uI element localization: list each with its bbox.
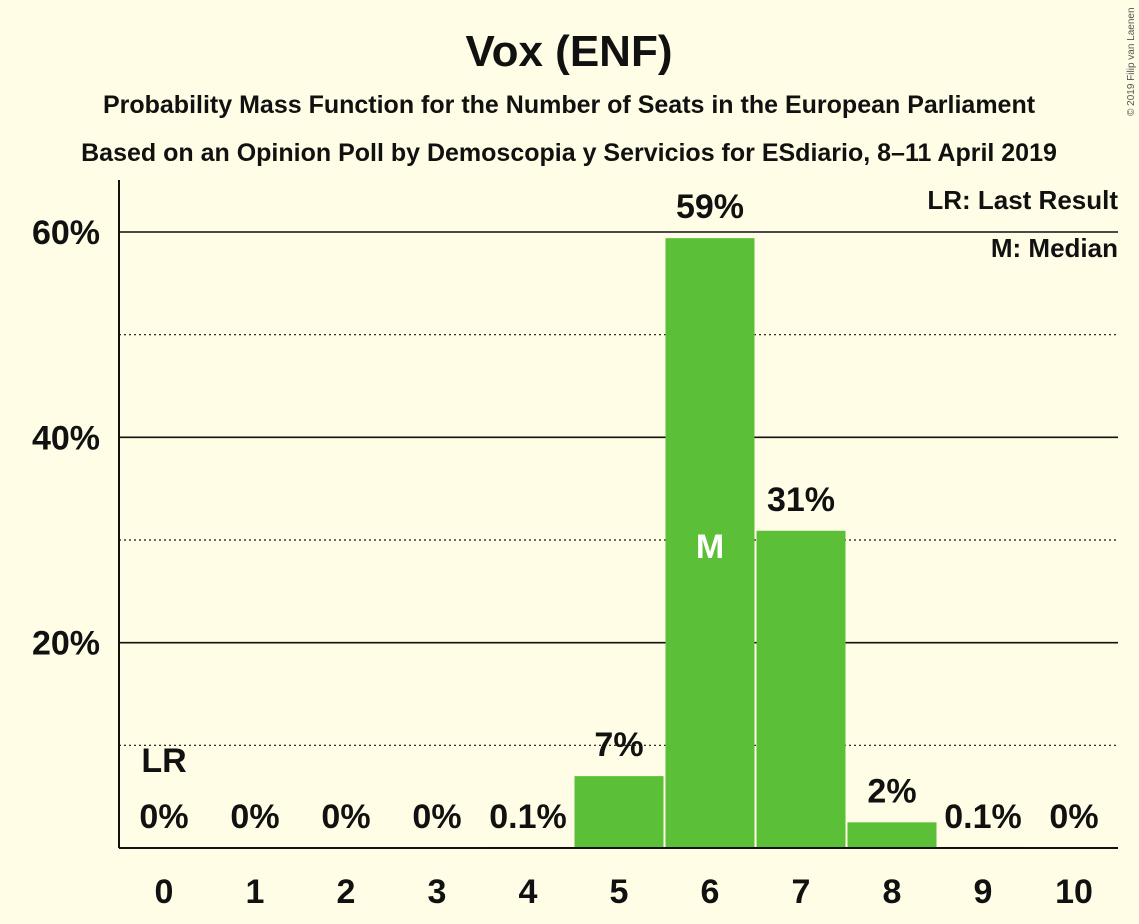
chart-title: Vox (ENF) [466,27,673,76]
data-label-4: 0.1% [489,798,567,836]
last-result-marker: LR [141,742,186,780]
bar-6 [665,238,755,848]
data-label-9: 0.1% [944,798,1022,836]
bar-7 [756,530,846,848]
chart-subtitle-1: Probability Mass Function for the Number… [103,91,1036,119]
x-tick-label: 10 [1055,873,1093,911]
x-tick-label: 4 [519,873,538,911]
data-label-0: 0% [139,798,188,836]
legend-last-result: LR: Last Result [927,185,1118,215]
data-label-5: 7% [594,726,643,764]
axes: 20% 40% 60% 0 1 2 3 4 5 6 7 8 9 10 [32,180,1118,911]
data-label-2: 0% [321,798,370,836]
data-label-8: 2% [867,772,916,810]
data-label-1: 0% [230,798,279,836]
copyright-text: © 2019 Filip van Laenen [1126,7,1137,116]
y-tick-label: 60% [32,214,100,252]
chart-subtitle-2: Based on an Opinion Poll by Demoscopia y… [81,139,1057,167]
x-tick-label: 2 [337,873,356,911]
data-label-10: 0% [1049,798,1098,836]
x-tick-label: 0 [155,873,174,911]
data-label-3: 0% [412,798,461,836]
x-tick-label: 6 [701,873,720,911]
bar-5 [574,776,664,848]
data-label-6: 59% [676,188,744,226]
data-label-7: 31% [767,481,835,519]
x-tick-label: 8 [883,873,902,911]
data-labels: 0% 0% 0% 0% 0.1% 7% 59% 31% 2% 0.1% 0% LR M [139,188,1098,836]
legend-median: M: Median [991,233,1118,263]
x-tick-label: 3 [428,873,447,911]
bar-8 [847,822,937,848]
y-tick-label: 40% [32,419,100,457]
x-tick-label: 9 [974,873,993,911]
bars [483,238,1028,848]
x-tick-label: 5 [610,873,629,911]
median-marker: M [696,528,724,566]
gridlines [119,231,1118,746]
x-tick-label: 1 [246,873,265,911]
y-tick-label: 20% [32,625,100,663]
x-tick-label: 7 [792,873,811,911]
